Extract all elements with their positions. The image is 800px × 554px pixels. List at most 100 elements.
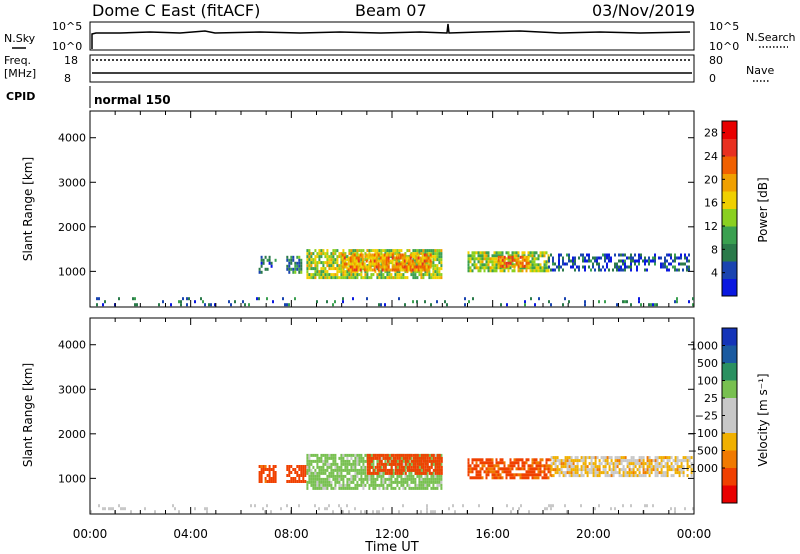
echo-cell-5 [503, 255, 506, 259]
echo-cell-7 [378, 303, 380, 307]
echo-cell-5 [590, 465, 593, 469]
echo-cell-2 [366, 255, 369, 259]
echo-cell-1 [304, 471, 307, 474]
echo-cell-0 [262, 258, 265, 262]
echo-cell-7 [234, 300, 236, 304]
echo-cell-5 [648, 474, 651, 478]
echo-cell-2 [432, 483, 435, 487]
echo-cell-3 [378, 465, 381, 469]
echo-cell-4 [529, 263, 532, 267]
echo-cell-2 [336, 477, 339, 481]
echo-cell-3 [438, 459, 441, 463]
echo-cell-2 [346, 471, 349, 475]
echo-cell-2 [348, 483, 351, 487]
echo-cell-5 [574, 465, 577, 469]
echo-cell-2 [402, 486, 405, 490]
echo-cell-3 [341, 259, 344, 263]
echo-cell-4 [471, 458, 474, 462]
echo-cell-2 [408, 486, 411, 490]
echo-cell-2 [382, 273, 385, 277]
echo-cell-6 [518, 507, 520, 511]
echo-cell-7 [638, 297, 640, 301]
echo-cell-2 [332, 258, 335, 262]
echo-cell-6 [520, 504, 522, 508]
echo-cell-5 [568, 474, 571, 478]
echo-cell-7 [464, 303, 466, 307]
echo-cell-3 [381, 256, 384, 260]
echo-cell-5 [515, 258, 518, 262]
echo-cell-4 [489, 269, 492, 273]
echo-cell-5 [550, 474, 553, 478]
echo-cell-6 [670, 256, 672, 260]
echo-cell-6 [644, 268, 646, 272]
echo-cell-6 [552, 259, 554, 263]
echo-cell-1 [292, 480, 295, 483]
echo-cell-2 [386, 276, 389, 280]
echo-cell-4 [537, 263, 540, 267]
nsearch-tick-low: 10^0 [709, 40, 739, 53]
echo-cell-2 [308, 252, 311, 256]
y-tick-label: 2000 [58, 428, 86, 441]
echo-cell-2 [400, 456, 403, 460]
echo-cell-5 [527, 264, 530, 268]
echo-cell-3 [424, 471, 427, 475]
echo-cell-2 [346, 255, 349, 259]
echo-cell-6 [674, 268, 676, 272]
colorbar-segment [722, 138, 737, 157]
echo-cell-3 [409, 262, 412, 266]
echo-cell-2 [388, 273, 391, 277]
echo-cell-2 [356, 456, 359, 460]
echo-cell-5 [594, 456, 597, 460]
echo-cell-6 [102, 507, 104, 511]
echo-cell-5 [521, 255, 524, 259]
echo-cell-5 [628, 465, 631, 469]
echo-cell-2 [312, 267, 315, 271]
echo-cell-6 [688, 268, 690, 272]
echo-cell-4 [493, 269, 496, 273]
echo-cell-2 [362, 276, 365, 280]
echo-cell-5 [602, 456, 605, 460]
echo-cell-2 [326, 249, 329, 253]
echo-cell-2 [432, 462, 435, 466]
echo-cell-2 [378, 270, 381, 274]
echo-cell-3 [421, 259, 424, 263]
echo-cell-5 [604, 462, 607, 466]
echo-cell-5 [612, 465, 615, 469]
echo-cell-2 [380, 465, 383, 469]
echo-cell-2 [394, 273, 397, 277]
echo-cell-2 [358, 249, 361, 253]
echo-cell-2 [384, 270, 387, 274]
echo-cell-2 [414, 486, 417, 490]
echo-cell-2 [322, 453, 325, 457]
echo-cell-4 [493, 260, 496, 264]
echo-cell-2 [338, 468, 341, 472]
echo-cell-2 [326, 255, 329, 259]
echo-cell-2 [354, 453, 357, 457]
echo-cell-6 [684, 256, 686, 260]
echo-cell-2 [426, 273, 429, 277]
echo-cell-0 [270, 264, 273, 268]
echo-cell-5 [598, 474, 601, 478]
echo-cell-5 [501, 258, 504, 262]
echo-cell-3 [353, 253, 356, 257]
echo-cell-2 [350, 468, 353, 472]
echo-cell-7 [584, 300, 586, 304]
echo-cell-6 [644, 262, 646, 266]
echo-cell-6 [684, 507, 686, 511]
echo-cell-2 [414, 273, 417, 277]
echo-cell-2 [316, 270, 319, 274]
echo-cell-3 [386, 471, 389, 475]
echo-cell-3 [390, 453, 393, 457]
echo-cell-7 [242, 300, 244, 304]
echo-cell-2 [330, 276, 333, 280]
echo-cell-3 [385, 265, 388, 269]
echo-cell-4 [477, 266, 480, 270]
echo-cell-3 [425, 253, 428, 257]
echo-cell-2 [326, 264, 329, 268]
echo-cell-2 [398, 273, 401, 277]
echo-cell-5 [632, 471, 635, 475]
echo-cell-5 [580, 474, 583, 478]
echo-cell-2 [408, 249, 411, 253]
echo-cell-2 [398, 480, 401, 484]
echo-cell-3 [341, 265, 344, 269]
